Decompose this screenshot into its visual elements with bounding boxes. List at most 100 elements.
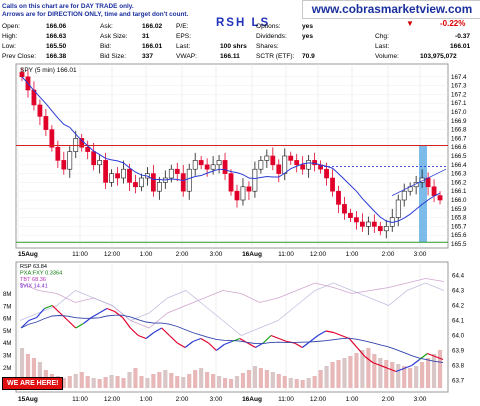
header-label: Bid: [100, 43, 112, 50]
indicator-legend: TBT 68.36 [20, 277, 46, 283]
indicator-x-tick: 1:00 [346, 396, 359, 403]
candle-body [354, 217, 359, 223]
volume-bar [300, 380, 305, 388]
indicator-legend: $VIX 14.41 [20, 284, 48, 290]
chg-value: -0.37 [455, 33, 471, 40]
candle-body [300, 164, 306, 170]
volume-bar [264, 370, 269, 388]
last-value: 166.01 [450, 43, 471, 50]
volume-tick: 3M [3, 354, 11, 360]
rsp-segment [223, 340, 233, 346]
header-value: 166.11 [220, 53, 240, 60]
price-y-tick: 166.3 [451, 171, 467, 178]
candle-body [192, 160, 198, 170]
candle-body [348, 212, 353, 218]
volume-bar [282, 376, 287, 388]
price-x-tick: 16Aug [242, 251, 262, 258]
volume-bar [414, 366, 419, 388]
price-y-tick: 167.4 [451, 74, 467, 81]
volume-bar [240, 373, 246, 388]
candle-body [425, 177, 431, 188]
indicator-legend: RSP 63.84 [20, 264, 47, 270]
rsp-segment [270, 334, 280, 340]
indicator-y-tick: 64.1 [452, 318, 465, 325]
volume-bar [133, 368, 138, 388]
candle-body [109, 173, 114, 183]
highlight-bar [419, 145, 427, 243]
candle-body [156, 182, 162, 192]
volume-bar [348, 356, 353, 388]
rsp-segment [91, 312, 100, 319]
indicator-x-tick: 12:00 [310, 396, 327, 403]
candle-body [55, 146, 61, 161]
rsp-segment [51, 305, 61, 314]
rsp-segment [301, 341, 311, 348]
volume-bar [402, 366, 407, 388]
candle-body [377, 226, 383, 232]
rsp-segment [192, 337, 201, 343]
quote-header: Calls on this chart are for DAY TRADE on… [0, 0, 480, 62]
volume-bar [246, 370, 252, 388]
candle-body [288, 155, 294, 161]
site-url[interactable]: www.cobrasmarketview.com [302, 0, 480, 19]
rsp-segment [364, 356, 374, 363]
rsp-segment [59, 312, 69, 321]
rsp-segment [44, 304, 53, 310]
price-x-tick: 12:00 [310, 251, 327, 258]
volume-tick: 7M [3, 304, 11, 310]
price-x-tick: 1:00 [140, 251, 153, 258]
rsp-segment [372, 361, 381, 367]
volume-bar [276, 374, 281, 388]
volume-tick: 5M [3, 329, 11, 335]
candle-body [168, 168, 174, 179]
volume-bar [324, 366, 329, 388]
indicator-x-tick: 11:00 [278, 396, 294, 403]
candle-body [97, 160, 103, 166]
volume-bar [360, 350, 365, 388]
price-y-tick: 165.9 [451, 206, 467, 213]
header-value: 166.63 [46, 33, 67, 40]
volume-bar [121, 378, 126, 388]
candle-body [234, 190, 240, 201]
candle-body [61, 160, 67, 170]
candle-body [216, 160, 222, 166]
volume-bar [378, 358, 383, 388]
symbol-title: RSH LS [216, 17, 271, 29]
header-label: VWAP: [176, 53, 198, 60]
volume-bar [252, 366, 257, 388]
candle-body [133, 182, 138, 188]
candle-body [186, 168, 192, 192]
volume-bar [372, 354, 377, 388]
header-value: 70.9 [302, 53, 315, 60]
candle-body [103, 160, 108, 183]
volume-bar [157, 372, 162, 388]
indicator-y-tick: 64.2 [452, 303, 465, 310]
candle-body [401, 190, 407, 201]
candle-body [282, 155, 288, 174]
header-label: Ask Size: [100, 33, 128, 40]
price-y-tick: 166.9 [451, 118, 467, 125]
rsp-segment [200, 337, 209, 344]
rsp-segment [411, 359, 420, 366]
candle-body [252, 168, 258, 192]
rsp-segment [208, 342, 217, 351]
header-label: Open: [2, 23, 20, 30]
candle-body [324, 168, 329, 179]
candle-body [49, 129, 55, 148]
indicator-y-tick: 63.8 [452, 363, 465, 370]
we-are-here-badge: WE ARE HERE! [2, 377, 64, 390]
change-percent: -0.22% [440, 19, 466, 28]
candle-body [276, 164, 282, 174]
volume-bar [127, 372, 132, 388]
volume-bar [67, 376, 72, 388]
price-x-tick: 1:00 [346, 251, 359, 258]
volume-bar [258, 368, 263, 388]
overlay-line [19, 282, 445, 336]
volume-bar [384, 360, 389, 388]
candle-body [210, 164, 216, 170]
moving-average-line [21, 76, 441, 224]
header-label: Prev Close: [2, 53, 37, 60]
volume-bar [366, 348, 371, 388]
header-value: 100 shrs [220, 43, 247, 50]
price-y-tick: 167.2 [451, 91, 467, 98]
